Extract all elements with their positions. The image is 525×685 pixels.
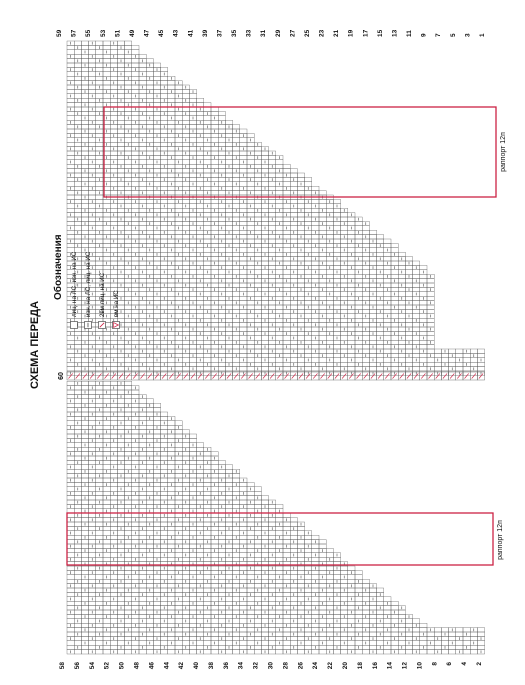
row-label-left: 50: [119, 662, 126, 670]
row-label-left: 58: [59, 662, 66, 670]
row-label-right: 17: [362, 29, 369, 37]
row-label-left: 46: [148, 662, 155, 670]
row-label-right: 1: [479, 33, 486, 37]
row-label-right: 59: [56, 29, 63, 37]
row-label-left: 6: [446, 662, 453, 666]
row-label-left: 22: [327, 662, 334, 670]
row-label-right: 53: [100, 29, 107, 37]
left-grid: [66, 381, 485, 655]
row-label-right: 23: [319, 29, 326, 37]
row-label-right: 21: [333, 29, 340, 37]
row-label-right: 3: [464, 33, 471, 37]
legend-heading: Обозначения: [52, 234, 64, 300]
repeat-label-right: раппорт 12п: [500, 132, 507, 172]
row-label-right: 7: [435, 33, 442, 37]
legend-symbol-blank-icon: [70, 321, 78, 329]
legend-item-label: вм на ИС: [113, 290, 120, 317]
legend-item: вм на ИС: [112, 290, 120, 329]
row-label-right: 25: [304, 29, 311, 37]
row-label-left: 44: [163, 662, 170, 670]
row-label-right: 37: [216, 29, 223, 37]
right-grid: [66, 40, 485, 376]
legend-item: изн. на ЛС, лиц. на ИС: [84, 251, 92, 329]
row-label-right: 55: [85, 29, 92, 37]
center-strip: [66, 371, 485, 381]
row-label-left: 26: [297, 662, 304, 670]
row-label-right: 5: [450, 33, 457, 37]
row-label-left: 40: [193, 662, 200, 670]
row-label-left: 24: [312, 662, 319, 670]
legend-item-label: изн. на ЛС, лиц. на ИС: [85, 251, 92, 317]
row-label-left: 4: [461, 662, 468, 666]
row-label-left: 20: [342, 662, 349, 670]
row-label-right: 19: [348, 29, 355, 37]
row-label-right: 51: [114, 29, 121, 37]
row-label-right: 31: [260, 29, 267, 37]
chart-grids: [66, 40, 485, 655]
row-label-left: 52: [104, 662, 111, 670]
row-label-right: 39: [202, 29, 209, 37]
row-label-left: 12: [402, 662, 409, 670]
repeat-boxes: раппорт 12п раппорт 12п: [66, 106, 507, 566]
row-label-left: 14: [387, 662, 394, 670]
row-label-left: 2: [476, 662, 483, 666]
row-label-right: 27: [289, 29, 296, 37]
legend: Обозначения лиц. на ЛС, изн. на ИС изн. н…: [52, 234, 120, 329]
row-number-labels: 58 56 54 52 50 48 46 44 42 40 38 36 34 32 30 28 26 24 22 20…: [56, 29, 486, 669]
row-label-right: 43: [173, 29, 180, 37]
row-label-right: 57: [71, 29, 78, 37]
row-label-left: 56: [74, 662, 81, 670]
repeat-label-left: раппорт 12п: [497, 520, 504, 560]
legend-item: 2вм лиц. на ИС: [98, 272, 106, 329]
row-label-right: 45: [158, 29, 165, 37]
row-label-left: 28: [282, 662, 289, 670]
row-label-right: 9: [421, 33, 428, 37]
row-label-right: 11: [406, 30, 413, 37]
row-label-left: 32: [253, 662, 260, 670]
row-label-right: 29: [275, 29, 282, 37]
legend-symbol-triangle-icon: [112, 321, 120, 329]
legend-item: лиц. на ЛС, изн. на ИС: [70, 251, 78, 329]
repeat-box-left: [66, 512, 494, 566]
row-label-right: 35: [231, 29, 238, 37]
legend-item-label: лиц. на ЛС, изн. на ИС: [71, 251, 78, 317]
legend-item-label: 2вм лиц. на ИС: [99, 272, 106, 317]
row-label-left: 16: [372, 662, 379, 670]
row-label-left: 34: [238, 662, 245, 670]
row-label-left: 54: [89, 662, 96, 670]
row-label-right: 15: [377, 29, 384, 37]
legend-items: лиц. на ЛС, изн. на ИС изн. на ЛС, лиц. н…: [70, 251, 120, 329]
row-label-left: 8: [431, 662, 438, 666]
row-label-right: 33: [246, 29, 253, 37]
row-label-right: 49: [129, 29, 136, 37]
center-row-label: 60: [58, 372, 65, 380]
row-label-right: 47: [144, 29, 151, 37]
row-label-left: 36: [223, 662, 230, 670]
row-label-left: 18: [357, 662, 364, 670]
row-label-left: 38: [208, 662, 215, 670]
row-label-left: 30: [268, 662, 275, 670]
row-label-left: 42: [178, 662, 185, 670]
row-label-right: 41: [187, 29, 194, 37]
row-label-left: 48: [134, 662, 141, 670]
chart-title: СХЕМА ПЕРЕДА: [29, 301, 41, 389]
repeat-box-right: [103, 106, 497, 198]
row-label-right: 13: [392, 29, 399, 37]
row-label-left: 10: [416, 662, 423, 670]
